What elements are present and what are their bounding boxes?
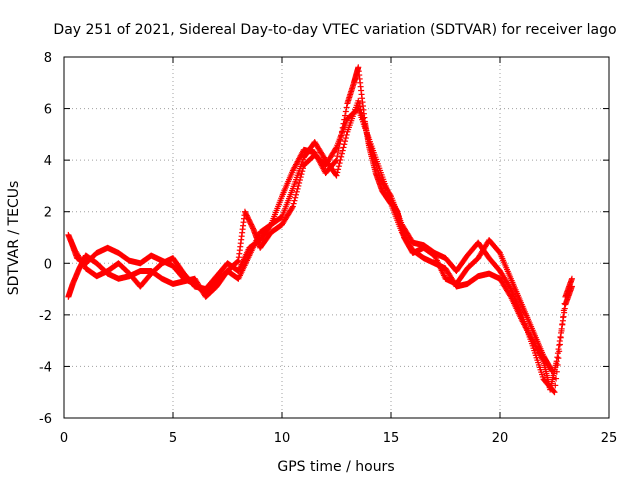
data-point <box>336 160 343 167</box>
data-point <box>549 368 556 375</box>
y-tick-label: -6 <box>39 412 52 427</box>
data-point <box>289 203 296 210</box>
data-point <box>355 97 362 104</box>
data-point <box>338 150 345 157</box>
y-tick-label: -4 <box>39 360 52 375</box>
data-point <box>294 185 301 192</box>
data-point <box>550 388 557 395</box>
data-point <box>343 104 350 111</box>
tick-labels: 0 5 10 15 20 25 -6 -4 -2 0 2 4 6 8 <box>39 51 617 446</box>
data-point <box>556 341 563 348</box>
y-tick-label: -2 <box>39 309 52 324</box>
data-point <box>296 179 303 186</box>
data-point <box>297 174 304 181</box>
data-point <box>291 197 298 204</box>
data-point <box>548 367 555 374</box>
data-point <box>558 327 565 334</box>
x-tick-label: 5 <box>169 431 177 446</box>
data-point <box>559 321 566 328</box>
data-point <box>342 135 349 142</box>
data-point <box>552 382 559 389</box>
series-track-a <box>65 64 575 393</box>
x-tick-label: 10 <box>274 431 291 446</box>
data-point <box>343 131 350 138</box>
data-point <box>551 389 558 396</box>
x-tick-label: 25 <box>601 431 618 446</box>
data-point <box>560 314 567 321</box>
grid <box>64 57 609 418</box>
data-point <box>295 182 302 189</box>
y-tick-label: 0 <box>44 257 52 272</box>
data-point <box>554 361 561 368</box>
data-point <box>299 168 306 175</box>
data-point <box>555 355 562 362</box>
x-tick-label: 15 <box>383 431 400 446</box>
plot-border <box>63 56 610 419</box>
data-point <box>334 169 341 176</box>
y-tick-label: 4 <box>44 154 52 169</box>
x-axis-label: GPS time / hours <box>277 459 394 475</box>
chart-title: Day 251 of 2021, Sidereal Day-to-day VTE… <box>53 22 616 38</box>
x-tick-label: 0 <box>60 431 68 446</box>
data-point <box>560 307 567 314</box>
data-point <box>290 200 297 207</box>
data-point <box>342 108 349 115</box>
data-point <box>293 188 300 195</box>
y-tick-label: 8 <box>44 51 52 66</box>
data-point <box>335 163 342 170</box>
data-point <box>553 358 560 365</box>
ticks <box>63 56 610 419</box>
data-point <box>335 166 342 173</box>
data-point <box>296 177 303 184</box>
data-point <box>554 354 561 361</box>
data-point <box>556 348 563 355</box>
data-points <box>65 64 575 396</box>
data-point <box>356 100 363 107</box>
data-point <box>332 158 339 165</box>
data-point <box>300 165 307 172</box>
y-tick-label: 2 <box>44 206 52 221</box>
data-point <box>342 138 349 145</box>
data-point <box>234 258 241 265</box>
y-tick-label: 6 <box>44 103 52 118</box>
data-point <box>342 112 349 119</box>
data-point <box>568 275 575 282</box>
series-track-b <box>65 97 575 396</box>
y-axis-label: SDTVAR / TECUs <box>6 181 22 296</box>
data-point <box>553 375 560 382</box>
data-point <box>293 191 300 198</box>
data-point <box>557 334 564 341</box>
data-point <box>340 144 347 151</box>
x-tick-label: 20 <box>492 431 509 446</box>
data-point <box>338 153 345 160</box>
series-track-c <box>67 105 556 375</box>
data-point <box>341 141 348 148</box>
data-point <box>298 171 305 178</box>
data-point <box>561 300 568 307</box>
data-point <box>339 147 346 154</box>
data-point <box>332 145 339 152</box>
data-point <box>334 153 341 160</box>
data-point <box>292 194 299 201</box>
data-point <box>289 204 296 211</box>
data-point <box>337 156 344 163</box>
data-point <box>333 172 340 179</box>
